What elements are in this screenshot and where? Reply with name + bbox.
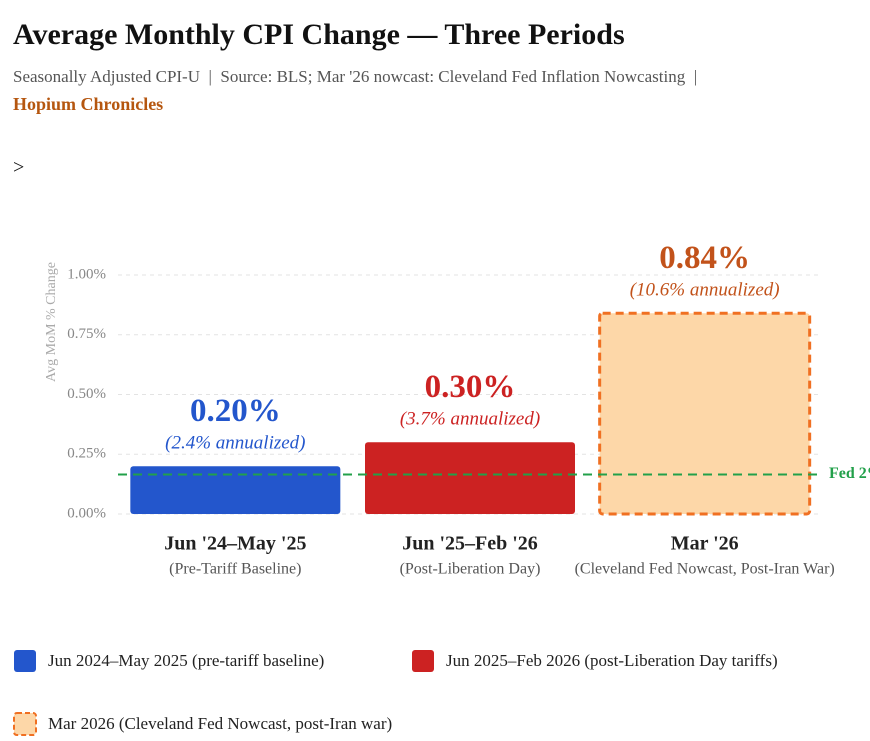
bar	[130, 466, 341, 514]
x-tick-note: (Post-Liberation Day)	[400, 561, 541, 578]
title: Average Monthly CPI Change — Three Perio…	[13, 18, 625, 51]
legend-swatch	[412, 650, 434, 672]
annotation: (10.6% annualized)	[630, 280, 780, 301]
x-tick-label: Jun '24–May '25	[164, 533, 306, 555]
value-label: 0.84%	[659, 240, 750, 276]
subtitle: Seasonally Adjusted CPI-U | Source: BLS;…	[13, 67, 697, 86]
x-tick-label: Mar '26	[671, 533, 739, 555]
value-label: 0.30%	[425, 369, 516, 405]
bar	[365, 442, 575, 514]
reference-label: Fed 2% target	[829, 465, 870, 482]
brand: Hopium Chronicles	[13, 94, 163, 114]
y-tick-label: 0.75%	[67, 326, 106, 342]
bar	[598, 311, 812, 516]
legend-label: Mar 2026 (Cleveland Fed Nowcast, post-Ir…	[48, 714, 392, 733]
legend-swatch	[13, 712, 37, 736]
y-tick-label: 0.25%	[67, 446, 106, 462]
legend-swatch	[14, 650, 36, 672]
value-label: 0.20%	[190, 393, 281, 429]
legend-label: Jun 2024–May 2025 (pre-tariff baseline)	[48, 651, 324, 670]
y-tick-label: 1.00%	[67, 266, 106, 282]
x-tick-note: (Pre-Tariff Baseline)	[169, 561, 301, 578]
legend-label: Jun 2025–Feb 2026 (post-Liberation Day t…	[446, 651, 778, 670]
x-tick-note: (Cleveland Fed Nowcast, Post-Iran War)	[575, 561, 835, 578]
x-tick-label: Jun '25–Feb '26	[402, 533, 538, 555]
y-axis-label: Avg MoM % Change	[44, 262, 59, 382]
y-tick-label: 0.50%	[67, 386, 106, 402]
annotation: (3.7% annualized)	[400, 409, 540, 430]
annotation: (2.4% annualized)	[165, 433, 305, 454]
marker: >	[13, 157, 24, 179]
y-tick-label: 0.00%	[67, 505, 106, 521]
